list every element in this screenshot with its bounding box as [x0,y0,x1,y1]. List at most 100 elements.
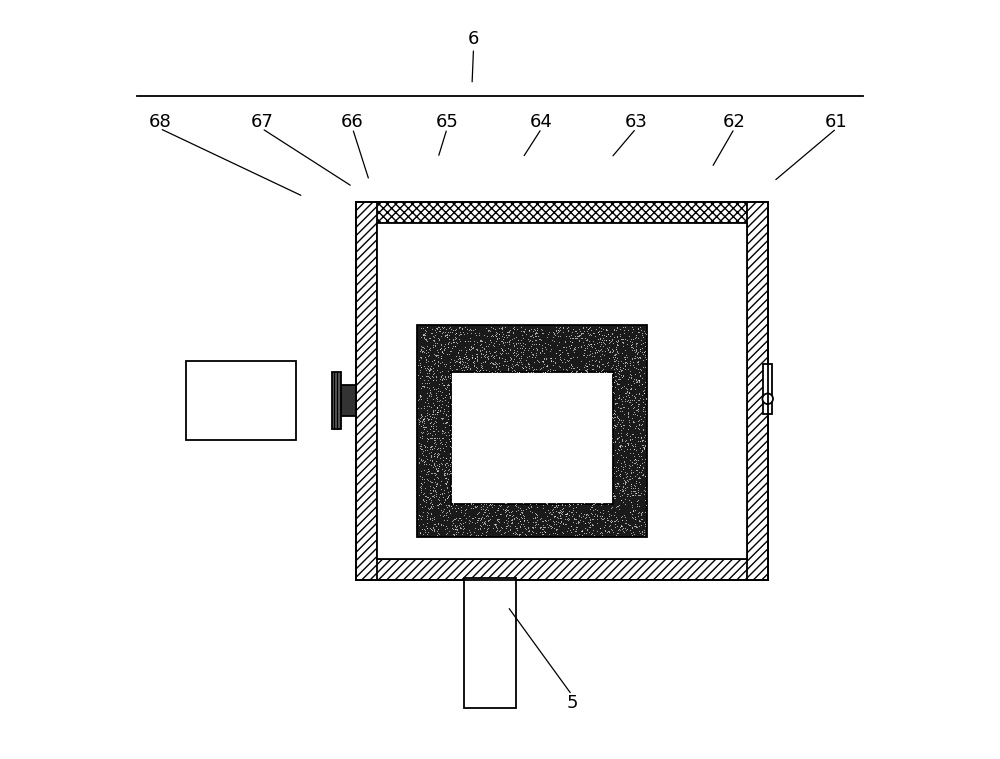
Point [571,367,587,379]
Point [510,501,526,513]
Point [573,366,589,378]
Point [440,464,456,476]
Point [508,350,524,362]
Point [425,381,441,393]
Point [413,342,429,354]
Point [570,515,586,528]
Point [619,334,635,346]
Point [418,344,434,356]
Point [561,509,577,521]
Point [622,359,638,371]
Point [633,430,649,442]
Point [424,498,440,510]
Point [617,393,633,405]
Point [636,325,652,337]
Point [437,326,453,338]
Point [636,443,652,455]
Point [585,498,601,510]
Point [432,444,448,456]
Point [617,395,633,407]
Point [558,329,574,342]
Point [531,339,547,351]
Point [439,348,455,360]
Point [628,361,644,373]
Point [549,528,565,540]
Point [605,386,621,398]
Point [625,482,641,494]
Point [413,322,429,334]
Point [463,498,479,510]
Point [584,359,600,371]
Point [554,345,570,357]
Point [565,515,581,528]
Point [425,521,441,533]
Point [497,506,513,518]
Point [488,329,504,341]
Point [423,440,439,452]
Point [465,355,481,367]
Point [627,332,643,345]
Point [416,487,432,499]
Point [459,527,475,539]
Point [537,342,553,354]
Point [598,334,614,346]
Point [499,517,515,529]
Point [612,441,628,453]
Point [592,332,608,345]
Point [505,336,521,348]
Point [591,361,607,373]
Point [481,345,497,357]
Point [422,455,438,467]
Point [418,326,434,338]
Point [568,521,584,534]
Point [435,380,451,392]
Point [543,520,559,532]
Point [605,337,621,349]
Point [451,344,467,356]
Point [631,351,647,364]
Point [419,511,435,523]
Point [609,330,625,342]
Point [412,351,428,363]
Point [462,335,478,347]
Point [601,334,617,346]
Point [426,335,442,347]
Point [425,371,441,383]
Point [438,457,454,469]
Point [430,332,446,345]
Point [597,338,613,350]
Point [628,345,644,357]
Point [415,506,431,518]
Point [508,522,524,534]
Point [620,437,636,449]
Point [627,457,643,469]
Point [472,521,488,534]
Point [597,524,613,536]
Point [499,508,515,520]
Point [633,339,649,351]
Point [419,321,435,333]
Point [438,472,454,484]
Point [611,365,627,377]
Point [607,444,623,456]
Point [509,528,525,540]
Point [504,365,520,377]
Point [423,416,439,428]
Point [606,509,622,521]
Point [429,402,445,414]
Point [563,329,579,342]
Point [436,496,452,509]
Point [521,525,537,537]
Point [490,513,506,525]
Point [458,502,474,515]
Point [437,523,453,535]
Point [434,377,450,389]
Point [552,509,568,521]
Point [577,332,593,344]
Point [439,416,455,428]
Point [615,414,631,427]
Point [432,434,448,446]
Point [609,447,625,459]
Point [436,487,452,499]
Point [479,523,495,535]
